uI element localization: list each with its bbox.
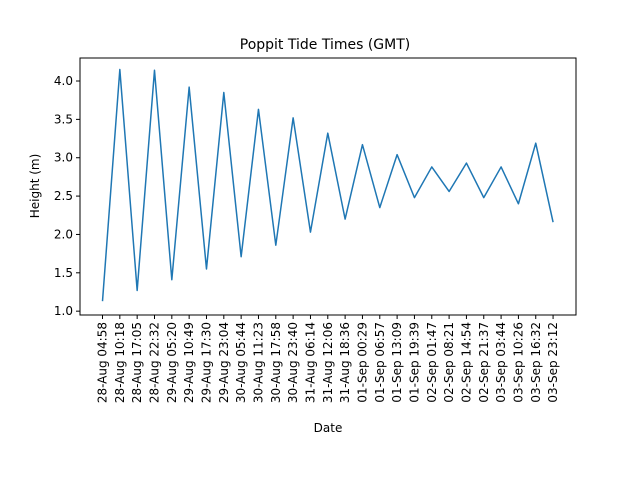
x-tick-label: 31-Aug 12:06 [321,322,335,403]
x-tick-label: 02-Sep 21:37 [477,322,491,403]
x-tick-label: 31-Aug 06:14 [303,322,317,403]
x-tick-label: 02-Sep 08:21 [442,322,456,403]
x-tick-label: 02-Sep 01:47 [425,322,439,403]
y-tick-label: 1.0 [54,304,73,318]
y-tick-label: 3.5 [54,112,73,126]
x-tick-label: 28-Aug 10:18 [113,322,127,403]
chart-title: Poppit Tide Times (GMT) [240,37,410,53]
x-tick-label: 29-Aug 10:49 [182,322,196,403]
tide-height-line [101,68,554,302]
x-tick-label: 03-Sep 23:12 [546,322,560,403]
x-tick-label: 03-Sep 03:44 [494,322,508,403]
x-tick-label: 01-Sep 06:57 [373,322,387,403]
x-tick-label: 30-Aug 11:23 [251,322,265,403]
x-tick-label: 03-Sep 10:26 [511,322,525,403]
x-tick-label: 30-Aug 17:58 [269,322,283,403]
x-tick-label: 03-Sep 16:32 [529,322,543,403]
x-tick-label: 29-Aug 05:20 [165,322,179,403]
y-axis: 1.0 1.5 2.0 2.5 3.0 3.5 4.0 [54,74,80,318]
y-tick-label: 2.0 [54,227,73,241]
y-tick-label: 3.0 [54,151,73,165]
y-tick-label: 4.0 [54,74,73,88]
plot-frame [79,57,577,316]
x-tick-label: 29-Aug 23:04 [217,322,231,403]
x-tick-label: 01-Sep 19:39 [407,322,421,403]
x-tick-label: 30-Aug 23:40 [286,322,300,403]
x-tick-label: 01-Sep 13:09 [390,322,404,403]
y-tick-label: 2.5 [54,189,73,203]
x-tick-label: 28-Aug 04:58 [96,322,110,403]
x-tick-label: 30-Aug 05:44 [234,322,248,403]
x-tick-label: 31-Aug 18:36 [338,322,352,403]
y-axis-label: Height (m) [28,154,42,219]
x-tick-label: 01-Sep 00:29 [355,322,369,403]
x-tick-label: 29-Aug 17:30 [199,322,213,403]
x-axis: 28-Aug 04:58 28-Aug 10:18 28-Aug 17:05 28-A… [96,315,560,403]
x-tick-label: 02-Sep 14:54 [459,322,473,403]
x-axis-label: Date [314,421,343,435]
x-tick-label: 28-Aug 22:32 [147,322,161,403]
y-tick-label: 1.5 [54,266,73,280]
x-tick-label: 28-Aug 17:05 [130,322,144,403]
plot-area [101,68,554,302]
